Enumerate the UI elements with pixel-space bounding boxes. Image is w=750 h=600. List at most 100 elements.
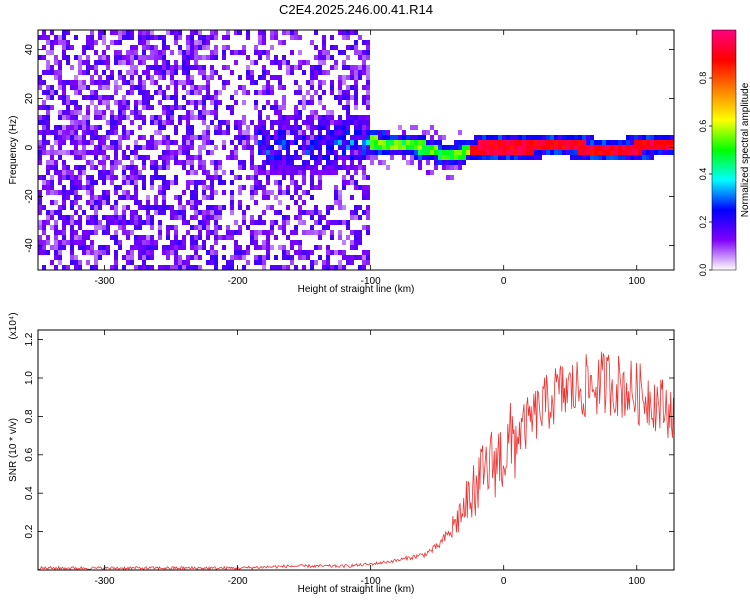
heatmap-cell	[62, 110, 66, 115]
heatmap-cell	[306, 120, 310, 125]
heatmap-cell	[386, 150, 390, 155]
heatmap-cell	[170, 210, 174, 215]
heatmap-cell	[358, 50, 362, 55]
heatmap-cell	[218, 165, 222, 170]
heatmap-cell	[126, 190, 130, 195]
heatmap-cell	[142, 250, 146, 255]
heatmap-cell	[170, 80, 174, 85]
heatmap-cell	[210, 140, 214, 145]
heatmap-cell	[314, 170, 318, 175]
heatmap-cell	[134, 210, 138, 215]
heatmap-cell	[206, 125, 210, 130]
heatmap-cell	[110, 215, 114, 220]
heatmap-cell	[270, 45, 274, 50]
heatmap-cell	[538, 135, 542, 140]
heatmap-cell	[278, 135, 282, 140]
heatmap-cell	[214, 110, 218, 115]
heatmap-cell	[86, 160, 90, 165]
heatmap-cell	[262, 260, 266, 265]
heatmap-cell	[126, 250, 130, 255]
heatmap-cell	[346, 90, 350, 95]
heatmap-cell	[594, 145, 598, 150]
heatmap-cell	[218, 100, 222, 105]
heatmap-cell	[162, 140, 166, 145]
heatmap-cell	[266, 255, 270, 260]
heatmap-cell	[46, 220, 50, 225]
heatmap-cell	[226, 105, 230, 110]
heatmap-cell	[230, 205, 234, 210]
heatmap-cell	[186, 50, 190, 55]
heatmap-cell	[226, 35, 230, 40]
heatmap-cell	[278, 65, 282, 70]
heatmap-cell	[262, 160, 266, 165]
heatmap-cell	[98, 110, 102, 115]
heatmap-cell	[186, 260, 190, 265]
heatmap-cell	[166, 205, 170, 210]
heatmap-cell	[58, 245, 62, 250]
heatmap-cell	[146, 105, 150, 110]
heatmap-cell	[202, 100, 206, 105]
heatmap-cell	[190, 45, 194, 50]
heatmap-cell	[478, 155, 482, 160]
heatmap-cell	[114, 90, 118, 95]
heatmap-cell	[38, 195, 42, 200]
heatmap-cell	[634, 145, 638, 150]
heatmap-cell	[142, 185, 146, 190]
heatmap-cell	[162, 185, 166, 190]
snr-scale-label: (x10⁴)	[8, 312, 19, 339]
heatmap-cell	[226, 30, 230, 35]
heatmap-cell	[666, 145, 670, 150]
heatmap-cell	[242, 130, 246, 135]
heatmap-cell	[266, 130, 270, 135]
heatmap-cell	[50, 200, 54, 205]
heatmap-cell	[534, 140, 538, 145]
heatmap-cell	[190, 190, 194, 195]
heatmap-cell	[174, 90, 178, 95]
heatmap-cell	[158, 120, 162, 125]
heatmap-cell	[190, 195, 194, 200]
heatmap-cell	[198, 225, 202, 230]
heatmap-cell	[354, 125, 358, 130]
heatmap-cell	[362, 210, 366, 215]
heatmap-cell	[90, 75, 94, 80]
heatmap-cell	[334, 185, 338, 190]
heatmap-cell	[206, 75, 210, 80]
heatmap-cell	[118, 115, 122, 120]
heatmap-cell	[262, 40, 266, 45]
heatmap-cell	[602, 155, 606, 160]
heatmap-cell	[418, 150, 422, 155]
heatmap-cell	[134, 115, 138, 120]
heatmap-cell	[170, 70, 174, 75]
heatmap-cell	[194, 50, 198, 55]
heatmap-cell	[266, 235, 270, 240]
heatmap-cell	[158, 50, 162, 55]
heatmap-cell	[82, 140, 86, 145]
heatmap-cell	[186, 60, 190, 65]
heatmap-cell	[326, 140, 330, 145]
heatmap-cell	[122, 75, 126, 80]
heatmap-cell	[326, 130, 330, 135]
heatmap-cell	[478, 150, 482, 155]
heatmap-cell	[90, 135, 94, 140]
heatmap-cell	[250, 175, 254, 180]
heatmap-cell	[294, 190, 298, 195]
heatmap-cell	[78, 105, 82, 110]
heatmap-cell	[78, 110, 82, 115]
colorbar-tick-label: 0.0	[698, 264, 708, 277]
heatmap-cell	[98, 160, 102, 165]
heatmap-cell	[94, 230, 98, 235]
heatmap-cell	[346, 260, 350, 265]
heatmap-cell	[170, 120, 174, 125]
heatmap-cell	[366, 230, 370, 235]
heatmap-cell	[190, 215, 194, 220]
heatmap-cell	[362, 55, 366, 60]
heatmap-cell	[330, 135, 334, 140]
heatmap-cell	[222, 80, 226, 85]
heatmap-cell	[358, 255, 362, 260]
heatmap-cell	[174, 140, 178, 145]
heatmap-cell	[182, 65, 186, 70]
heatmap-cell	[146, 250, 150, 255]
heatmap-cell	[382, 135, 386, 140]
heatmap-cell	[90, 125, 94, 130]
heatmap-cell	[226, 130, 230, 135]
